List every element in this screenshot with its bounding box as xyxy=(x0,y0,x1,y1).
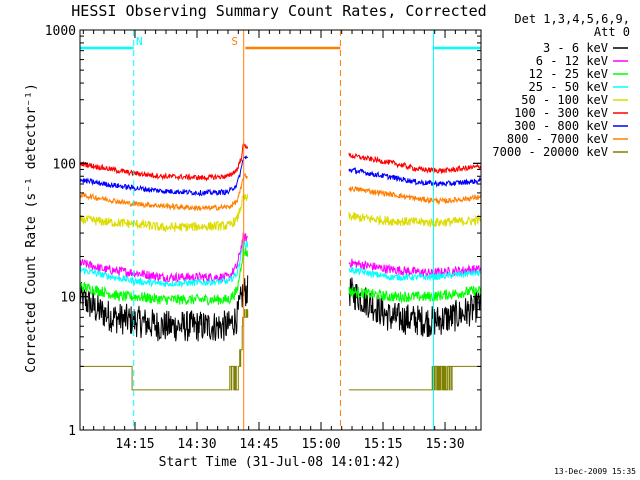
legend-label: 3 - 6 keV xyxy=(543,41,608,55)
x-tick-label: 14:15 xyxy=(115,437,154,452)
state-label: N xyxy=(136,35,143,48)
x-tick-label: 14:30 xyxy=(177,437,216,452)
series-100-300-kev xyxy=(79,142,482,182)
y-tick-label: 10 xyxy=(60,291,76,306)
y-tick-label: 100 xyxy=(53,157,76,172)
y-tick-label: 1 xyxy=(68,424,76,439)
legend-label: 50 - 100 keV xyxy=(521,93,608,107)
x-tick-label: 14:45 xyxy=(239,437,278,452)
plot-area: N S 1 10 100 1000 14:15 14:30 14:45 15:00 15:15 15:… xyxy=(45,24,482,452)
legend-label: 800 - 7000 keV xyxy=(507,132,608,146)
series-line xyxy=(79,275,482,342)
legend-subtitle: Att 0 xyxy=(594,25,630,39)
series-300-800-kev xyxy=(79,154,482,197)
x-tick-label: 15:00 xyxy=(301,437,340,452)
series-line xyxy=(79,239,482,288)
series-12-25-kev xyxy=(79,246,482,306)
legend-label: 300 - 800 keV xyxy=(514,119,608,133)
x-axis-label: Start Time (31-Jul-08 14:01:42) xyxy=(159,455,402,470)
series-25-50-kev xyxy=(79,239,482,288)
series-line xyxy=(79,246,482,306)
series-line xyxy=(80,309,481,391)
series-line xyxy=(79,142,482,182)
y-axis-label: Corrected Count Rate (s⁻¹ detector⁻¹) xyxy=(24,83,39,373)
chart-title: HESSI Observing Summary Count Rates, Cor… xyxy=(71,2,486,20)
legend-title: Det 1,3,4,5,6,9, xyxy=(514,12,630,26)
series-3-6-kev xyxy=(79,275,482,342)
y-tick-label: 1000 xyxy=(45,24,76,39)
series-line xyxy=(79,172,482,212)
state-label: S xyxy=(231,35,238,48)
legend-label: 7000 - 20000 keV xyxy=(492,145,608,159)
series-line xyxy=(79,193,482,233)
x-tick-label: 15:15 xyxy=(363,437,402,452)
x-tick-label: 15:30 xyxy=(425,437,464,452)
series-800-7000-kev xyxy=(79,172,482,212)
legend-label: 25 - 50 keV xyxy=(529,80,608,94)
series-line xyxy=(79,154,482,197)
series-6-12-kev xyxy=(80,232,482,284)
legend-label: 6 - 12 keV xyxy=(536,54,608,68)
legend-label: 12 - 25 keV xyxy=(529,67,608,81)
generated-timestamp: 13-Dec-2009 15:35 xyxy=(554,467,636,476)
legend-label: 100 - 300 keV xyxy=(514,106,608,120)
plot-frame xyxy=(79,29,482,431)
series-50-100-kev xyxy=(79,193,482,233)
series-line xyxy=(80,232,482,284)
series-7000-20000-kev xyxy=(80,309,481,391)
